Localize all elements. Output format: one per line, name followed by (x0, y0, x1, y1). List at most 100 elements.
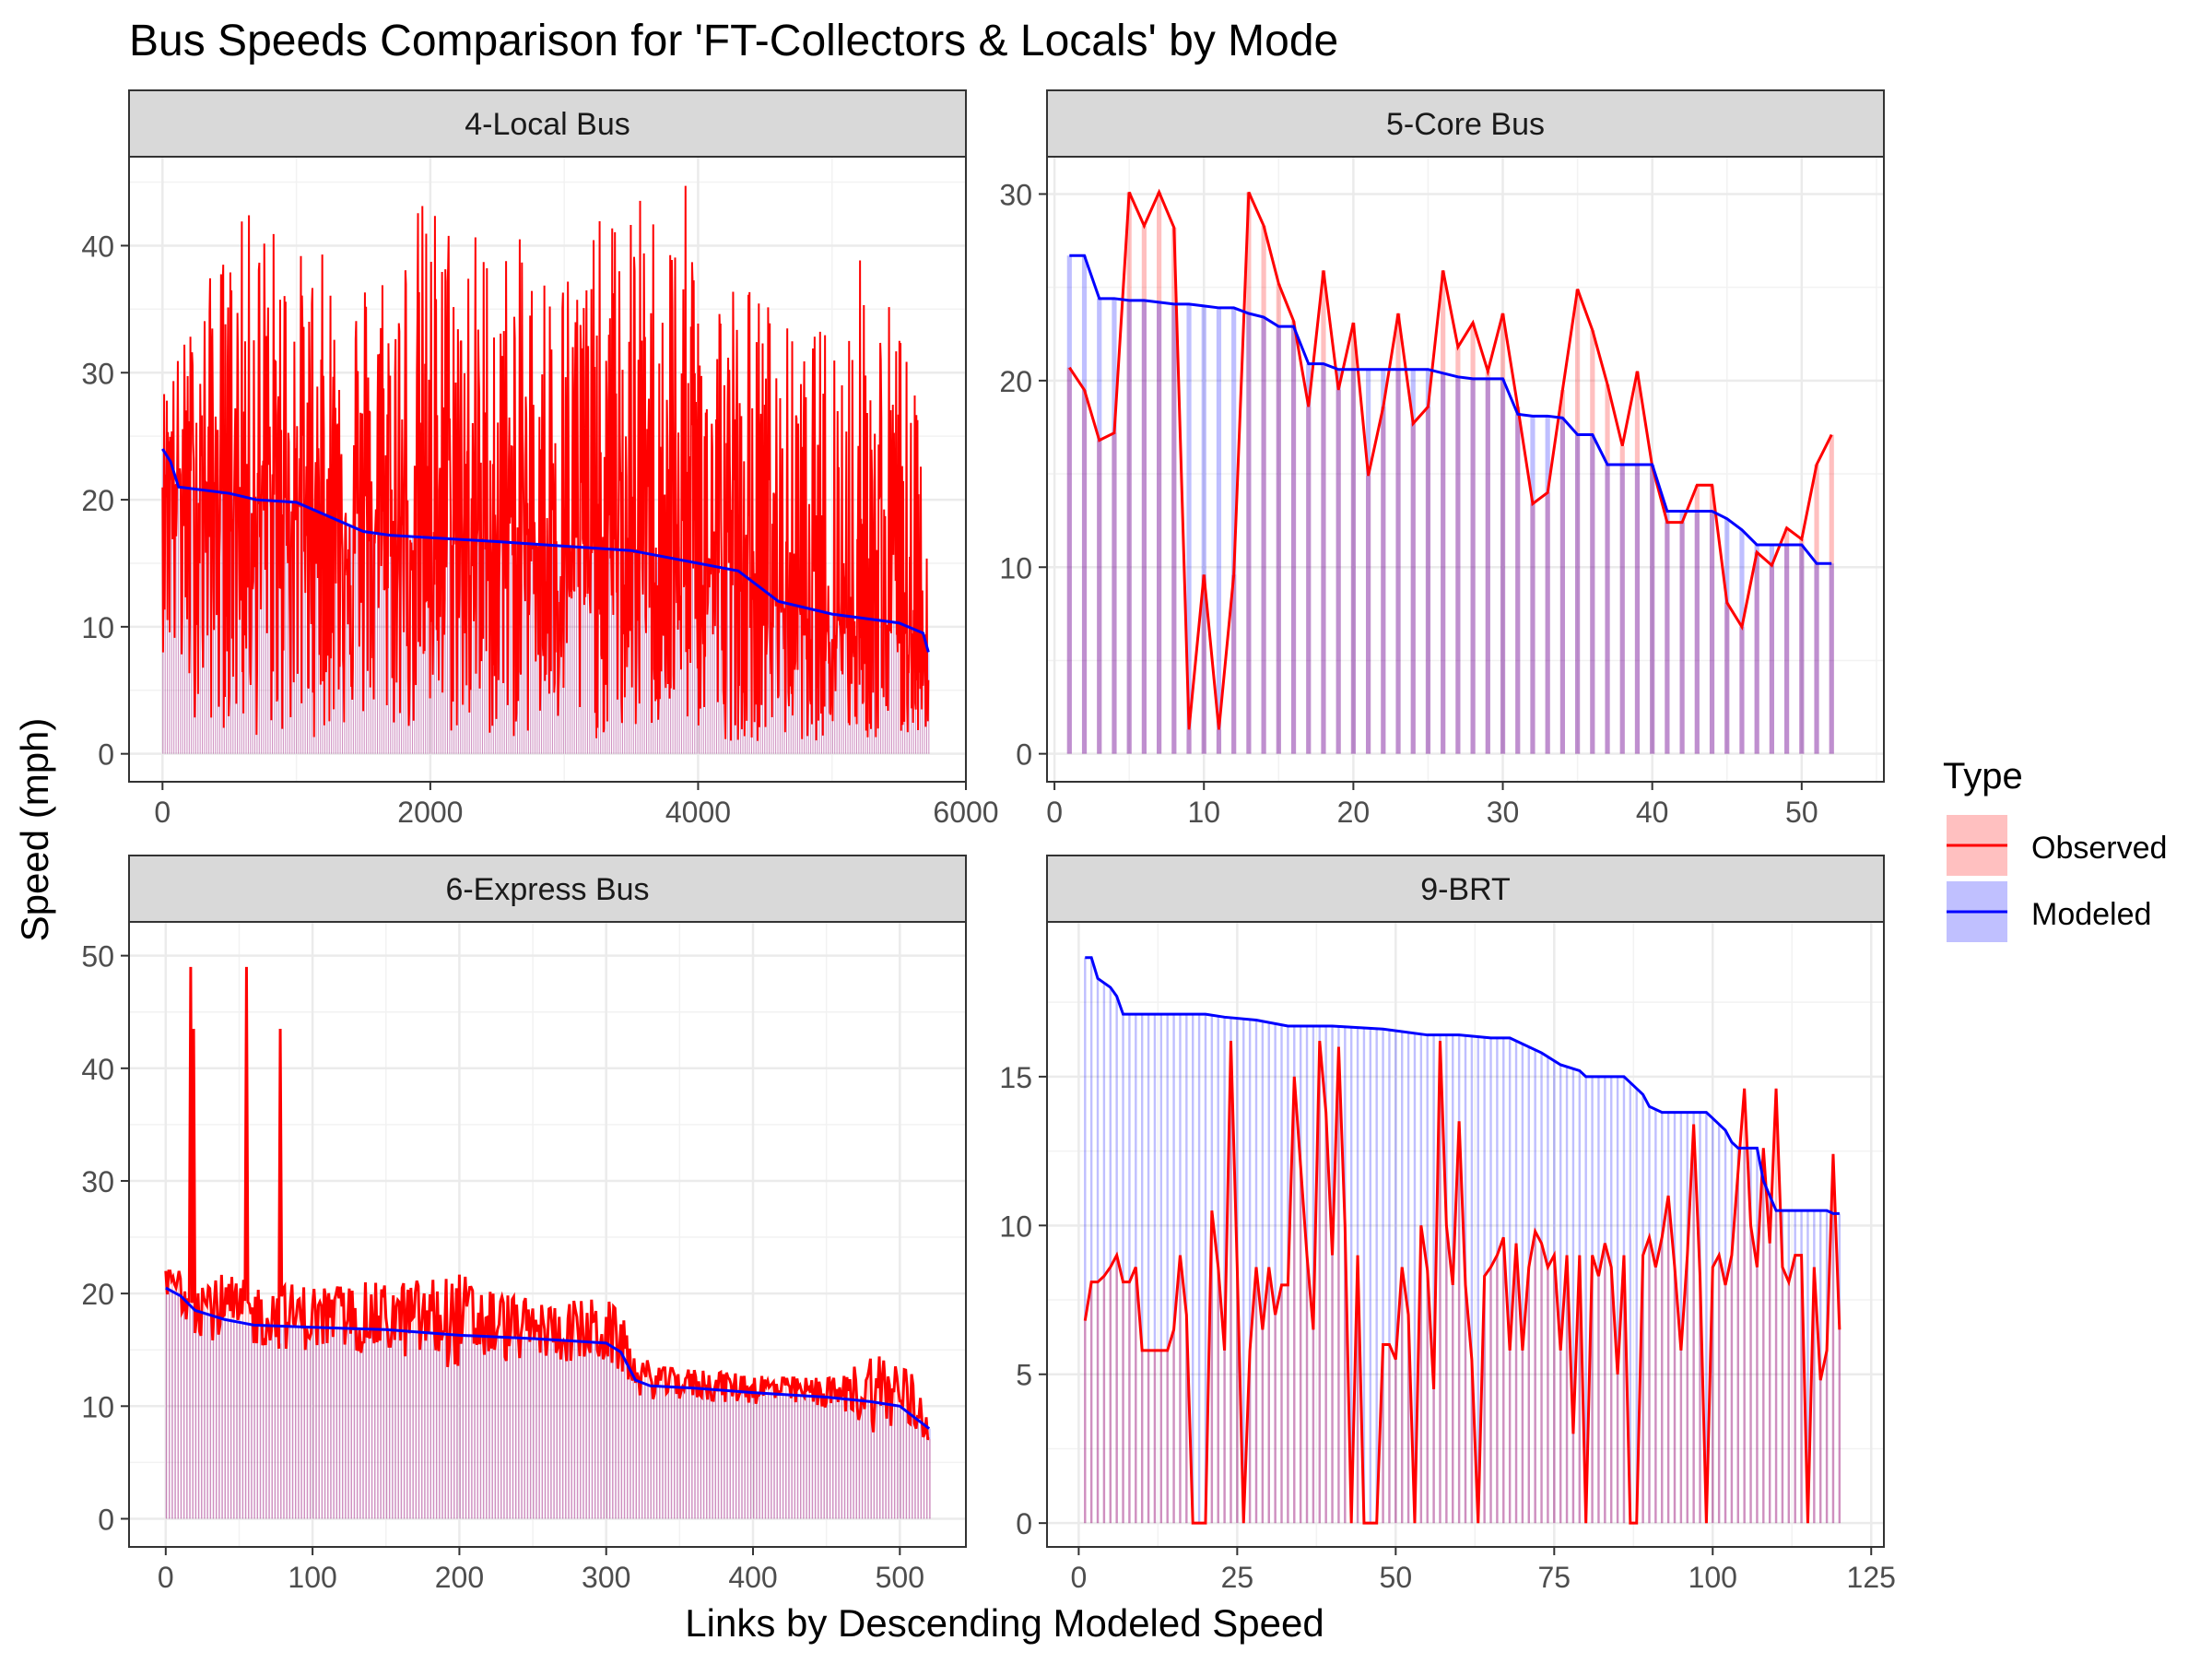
modeled-bar (239, 1322, 241, 1519)
modeled-bar (808, 1396, 810, 1519)
bars (165, 1270, 931, 1519)
observed-bar (670, 1368, 673, 1519)
observed-bar (920, 1398, 923, 1519)
observed-bar (893, 1392, 896, 1519)
modeled-bar (738, 1391, 740, 1519)
observed-bar (372, 657, 374, 754)
modeled-bar (1331, 1026, 1334, 1524)
facet-strip (128, 89, 967, 158)
observed-bar (702, 1370, 705, 1519)
observed-bar (477, 529, 479, 754)
modeled-bar (251, 1324, 253, 1519)
modeled-bar (356, 1328, 359, 1519)
observed-bar (431, 621, 433, 754)
x-tick-label: 0 (1046, 796, 1063, 829)
modeled-bar (1565, 1067, 1569, 1524)
modeled-bar (300, 1327, 302, 1519)
observed-bar (331, 658, 333, 754)
modeled-bar (262, 1325, 265, 1519)
observed-bar (397, 1300, 399, 1519)
observed-bar (584, 537, 586, 754)
observed-bar (882, 1377, 884, 1519)
observed-bar (1419, 1225, 1423, 1524)
modeled-bar (1825, 1210, 1829, 1524)
modeled-bar (324, 1328, 326, 1519)
observed-bar (685, 1378, 688, 1519)
modeled-bar (1337, 1026, 1340, 1524)
observed-bar (1769, 565, 1774, 754)
observed-bar (1610, 1267, 1613, 1524)
observed-bar (925, 1417, 928, 1519)
modeled-bar (199, 490, 201, 754)
modeled-bar (385, 1329, 388, 1519)
modeled-bar (503, 1337, 505, 1519)
observed-bar (280, 1343, 282, 1519)
modeled-bar (615, 1348, 617, 1519)
observed-bar (543, 655, 545, 754)
modeled-bar (772, 596, 774, 754)
modeled-bar (673, 1387, 676, 1519)
modeled-bar (888, 621, 890, 754)
modeled-bar (1350, 369, 1356, 754)
modeled-bar (171, 464, 172, 754)
observed-bar (409, 1333, 411, 1519)
observed-bar (265, 1344, 267, 1519)
observed-bar (767, 1380, 770, 1519)
modeled-bar (271, 1326, 273, 1519)
modeled-bar (1366, 369, 1371, 754)
observed-bar (377, 1342, 379, 1519)
observed-bar (233, 1317, 235, 1519)
observed-bar (362, 1342, 364, 1519)
modeled-bar (1648, 1106, 1651, 1524)
observed-bar (1425, 407, 1431, 754)
modeled-bar (713, 566, 715, 754)
modeled-bar (1413, 1033, 1417, 1524)
observed-bar (1395, 313, 1401, 754)
modeled-bar (788, 1394, 790, 1519)
observed-bar (1616, 1374, 1619, 1524)
observed-bar (1321, 270, 1326, 754)
observed-bar (697, 1397, 699, 1519)
modeled-bar (893, 1405, 896, 1519)
modeled-bar (175, 478, 177, 754)
observed-bar (1831, 1153, 1835, 1524)
y-tick-label: 0 (98, 738, 114, 772)
observed-bar (796, 1378, 799, 1519)
modeled-bar (879, 1402, 881, 1519)
observed-bar (879, 1356, 881, 1519)
observed-bar (826, 1402, 829, 1519)
observed-bar (456, 1288, 458, 1519)
observed-bar (479, 1344, 482, 1519)
modeled-bar (418, 1331, 420, 1519)
observed-bar (352, 666, 354, 754)
observed-bar (841, 1396, 843, 1519)
facet-strip (1046, 89, 1885, 158)
modeled-bar (233, 1321, 235, 1519)
modeled-bar (1231, 307, 1237, 754)
modeled-bar (482, 1336, 485, 1519)
modeled-bar (776, 1394, 778, 1519)
observed-bar (553, 1342, 555, 1519)
modeled-bar (457, 539, 459, 754)
modeled-bar (298, 1327, 300, 1519)
modeled-bar (1248, 1019, 1252, 1524)
modeled-bar (1362, 1028, 1366, 1524)
modeled-bar (852, 616, 853, 754)
observed-bar (744, 1375, 746, 1519)
modeled-bar (1769, 544, 1774, 754)
observed-bar (843, 1375, 846, 1519)
observed-bar (782, 1377, 784, 1519)
modeled-bar (258, 500, 260, 754)
observed-bar (1128, 1281, 1131, 1524)
observed-bar (924, 637, 925, 754)
modeled-bar (748, 579, 750, 754)
modeled-bar (1230, 1017, 1232, 1524)
observed-bar (302, 331, 304, 754)
observed-bar (1452, 1284, 1454, 1524)
observed-bar (928, 679, 930, 754)
observed-bar (714, 1387, 717, 1519)
observed-bar (667, 1391, 670, 1519)
modeled-bar (612, 1346, 614, 1519)
modeled-bar (525, 543, 527, 754)
modeled-bar (506, 1337, 508, 1519)
